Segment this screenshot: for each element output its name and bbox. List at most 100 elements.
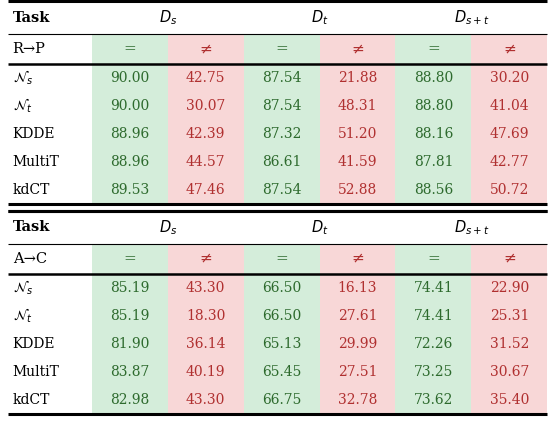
Text: 43.30: 43.30 [186, 392, 225, 406]
Text: 87.54: 87.54 [262, 71, 301, 85]
Text: =: = [123, 252, 136, 266]
Text: 42.39: 42.39 [186, 127, 225, 141]
Text: 88.96: 88.96 [110, 127, 150, 141]
Text: 30.67: 30.67 [490, 365, 529, 379]
Text: 48.31: 48.31 [338, 99, 377, 113]
Text: 83.87: 83.87 [110, 365, 150, 379]
Bar [168, 244, 244, 273]
Text: 32.78: 32.78 [338, 392, 377, 406]
Text: ≠: ≠ [503, 42, 516, 56]
Text: MultiT: MultiT [13, 155, 59, 169]
Bar [320, 244, 395, 273]
Text: 44.57: 44.57 [186, 155, 225, 169]
Text: kdCT: kdCT [13, 183, 50, 197]
Text: 52.88: 52.88 [338, 183, 377, 197]
Text: R→P: R→P [13, 42, 46, 56]
Bar [244, 64, 320, 204]
Text: $\mathcal{N}_s$: $\mathcal{N}_s$ [13, 278, 33, 297]
Text: 30.07: 30.07 [186, 99, 225, 113]
Text: 25.31: 25.31 [490, 309, 529, 323]
Text: 42.75: 42.75 [186, 71, 225, 85]
Text: 86.61: 86.61 [262, 155, 301, 169]
Text: 87.54: 87.54 [262, 99, 301, 113]
Text: ≠: ≠ [351, 42, 364, 56]
Text: 47.46: 47.46 [186, 183, 225, 197]
Text: =: = [427, 252, 440, 266]
Text: 42.77: 42.77 [490, 155, 529, 169]
Text: 66.75: 66.75 [262, 392, 301, 406]
Text: 87.81: 87.81 [414, 155, 453, 169]
Text: 51.20: 51.20 [338, 127, 377, 141]
Bar [395, 34, 471, 64]
Bar [244, 34, 320, 64]
Text: 21.88: 21.88 [338, 71, 377, 85]
Text: 73.25: 73.25 [414, 365, 453, 379]
Text: 35.40: 35.40 [490, 392, 529, 406]
Text: 65.13: 65.13 [262, 336, 301, 350]
Bar [471, 64, 547, 204]
Text: ≠: ≠ [199, 42, 212, 56]
Text: 66.50: 66.50 [262, 280, 301, 294]
Text: 90.00: 90.00 [110, 71, 150, 85]
Text: 74.41: 74.41 [414, 280, 453, 294]
Text: 88.96: 88.96 [110, 155, 150, 169]
Text: 88.80: 88.80 [414, 99, 453, 113]
Text: 87.54: 87.54 [262, 183, 301, 197]
Text: KDDE: KDDE [13, 127, 55, 141]
Bar [168, 34, 244, 64]
Text: $\mathcal{N}_s$: $\mathcal{N}_s$ [13, 69, 33, 87]
Text: 36.14: 36.14 [186, 336, 225, 350]
Bar [168, 273, 244, 414]
Text: Task: Task [13, 220, 50, 234]
Bar [471, 273, 547, 414]
Bar [395, 273, 471, 414]
Bar [320, 34, 395, 64]
Text: 65.45: 65.45 [262, 365, 301, 379]
Bar [320, 64, 395, 204]
Bar [92, 244, 168, 273]
Text: 85.19: 85.19 [110, 280, 150, 294]
Text: ≠: ≠ [199, 252, 212, 266]
Text: 66.50: 66.50 [262, 309, 301, 323]
Text: MultiT: MultiT [13, 365, 59, 379]
Bar [395, 244, 471, 273]
Text: 50.72: 50.72 [490, 183, 529, 197]
Text: 16.13: 16.13 [338, 280, 377, 294]
Text: $D_t$: $D_t$ [311, 9, 328, 27]
Bar [92, 34, 168, 64]
Bar [168, 64, 244, 204]
Bar [395, 64, 471, 204]
Text: 30.20: 30.20 [490, 71, 529, 85]
Text: 74.41: 74.41 [414, 309, 453, 323]
Text: 81.90: 81.90 [110, 336, 150, 350]
Text: 22.90: 22.90 [490, 280, 529, 294]
Bar [244, 273, 320, 414]
Bar [471, 244, 547, 273]
Text: 73.62: 73.62 [414, 392, 453, 406]
Text: =: = [123, 42, 136, 56]
Bar [471, 34, 547, 64]
Text: ≠: ≠ [503, 252, 516, 266]
Text: 31.52: 31.52 [490, 336, 529, 350]
Text: 88.16: 88.16 [414, 127, 453, 141]
Text: 88.80: 88.80 [414, 71, 453, 85]
Text: KDDE: KDDE [13, 336, 55, 350]
Text: ≠: ≠ [351, 252, 364, 266]
Text: A→C: A→C [13, 252, 47, 266]
Text: 27.61: 27.61 [338, 309, 377, 323]
Text: $\mathcal{N}_t$: $\mathcal{N}_t$ [13, 306, 32, 325]
Text: 72.26: 72.26 [414, 336, 453, 350]
Text: =: = [275, 42, 288, 56]
Text: $D_s$: $D_s$ [158, 218, 177, 237]
Text: $D_{s+t}$: $D_{s+t}$ [454, 9, 489, 27]
Text: 43.30: 43.30 [186, 280, 225, 294]
Text: 47.69: 47.69 [490, 127, 529, 141]
Text: 41.04: 41.04 [490, 99, 529, 113]
Text: kdCT: kdCT [13, 392, 50, 406]
Text: $D_t$: $D_t$ [311, 218, 328, 237]
Text: $D_s$: $D_s$ [158, 9, 177, 27]
Text: 27.51: 27.51 [338, 365, 377, 379]
Text: 89.53: 89.53 [110, 183, 150, 197]
Text: 40.19: 40.19 [186, 365, 225, 379]
Text: 18.30: 18.30 [186, 309, 225, 323]
